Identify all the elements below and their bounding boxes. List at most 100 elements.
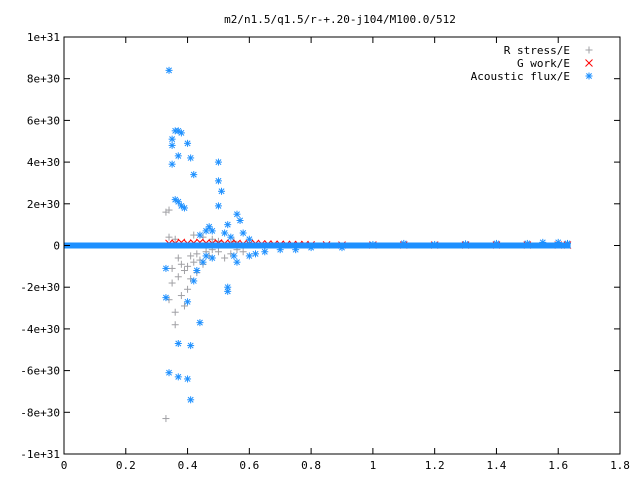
data-point xyxy=(462,240,470,248)
x-tick-label: 1.6 xyxy=(548,459,568,472)
data-point xyxy=(187,342,195,350)
data-point xyxy=(214,177,222,185)
data-point xyxy=(184,285,192,293)
data-point xyxy=(171,321,179,329)
data-point xyxy=(554,238,562,246)
data-point xyxy=(174,273,182,281)
x-tick-label: 0.8 xyxy=(301,459,321,472)
data-point xyxy=(252,250,260,258)
x-tick-label: 1 xyxy=(370,459,377,472)
data-point xyxy=(214,158,222,166)
x-tick-label: 0.6 xyxy=(239,459,259,472)
data-point xyxy=(174,152,182,160)
y-tick-label: -4e+30 xyxy=(20,323,60,336)
data-point xyxy=(233,210,241,218)
data-point xyxy=(245,252,253,260)
y-tick-label: -8e+30 xyxy=(20,406,60,419)
data-point xyxy=(190,171,198,179)
data-point xyxy=(165,206,173,214)
data-point xyxy=(218,187,226,195)
legend-marker xyxy=(585,59,593,67)
data-point xyxy=(563,239,571,247)
data-point xyxy=(261,248,269,256)
data-point xyxy=(492,239,500,247)
data-point xyxy=(208,227,216,235)
data-point xyxy=(230,252,238,260)
legend-marker xyxy=(585,72,593,80)
data-point xyxy=(174,373,182,381)
data-point xyxy=(236,216,244,224)
data-point xyxy=(165,233,173,241)
data-point xyxy=(180,267,188,275)
data-point xyxy=(165,66,173,74)
data-point xyxy=(224,283,232,291)
data-point xyxy=(187,154,195,162)
y-tick-label: 2e+30 xyxy=(27,198,60,211)
data-point xyxy=(177,292,185,300)
data-point xyxy=(168,279,176,287)
legend-item: Acoustic flux/E xyxy=(471,70,593,83)
data-point xyxy=(171,308,179,316)
axes: 0 0.2 0.4 0.6 0.8 1 1.2 1.4 1.6 1.8 1e+31 8e+30 6e+3… xyxy=(20,31,630,472)
y-tick-label: 8e+30 xyxy=(27,73,60,86)
data-point xyxy=(539,238,547,246)
data-point xyxy=(227,233,235,241)
legend-item: G work/E xyxy=(517,57,593,70)
data-point xyxy=(214,202,222,210)
data-point xyxy=(199,258,207,266)
y-tick-label: 6e+30 xyxy=(27,114,60,127)
data-point xyxy=(177,260,185,268)
data-point xyxy=(171,235,179,243)
y-tick-label: 4e+30 xyxy=(27,156,60,169)
data-point xyxy=(162,264,170,272)
series-2 xyxy=(64,66,571,404)
data-point xyxy=(338,244,346,252)
x-tick-label: 1.2 xyxy=(425,459,445,472)
data-point xyxy=(180,302,188,310)
data-point xyxy=(276,246,284,254)
data-point xyxy=(165,369,173,377)
data-point xyxy=(196,319,204,327)
legend-label: R stress/E xyxy=(504,44,570,57)
data-point xyxy=(177,129,185,137)
plot-area xyxy=(64,66,572,423)
data-point xyxy=(233,258,241,266)
chart-title: m2/n1.5/q1.5/r-+.20-j104/M100.0/512 xyxy=(224,13,456,26)
data-point xyxy=(239,248,247,256)
y-tick-label: -1e+31 xyxy=(20,448,60,461)
data-point xyxy=(369,240,377,248)
legend-marker xyxy=(585,46,593,54)
data-point xyxy=(307,244,315,252)
data-point xyxy=(523,239,531,247)
data-point xyxy=(180,204,188,212)
y-tick-label: -2e+30 xyxy=(20,281,60,294)
data-point xyxy=(208,235,216,243)
data-point xyxy=(174,339,182,347)
data-point xyxy=(224,221,232,229)
legend-label: Acoustic flux/E xyxy=(471,70,570,83)
data-point xyxy=(221,229,229,237)
x-tick-label: 0 xyxy=(61,459,68,472)
data-point xyxy=(187,252,195,260)
data-point xyxy=(214,248,222,256)
data-point xyxy=(168,141,176,149)
data-point xyxy=(400,239,408,247)
data-point xyxy=(184,139,192,147)
data-point xyxy=(221,254,229,262)
data-point xyxy=(239,229,247,237)
data-point xyxy=(174,198,182,206)
legend-label: G work/E xyxy=(517,57,570,70)
data-point xyxy=(202,252,210,260)
legend-item: R stress/E xyxy=(504,44,593,57)
data-point xyxy=(292,246,300,254)
data-point xyxy=(168,160,176,168)
data-point xyxy=(168,135,176,143)
data-point xyxy=(193,267,201,275)
data-point xyxy=(245,235,253,243)
x-tick-label: 0.2 xyxy=(116,459,136,472)
data-point xyxy=(174,254,182,262)
x-tick-label: 0.4 xyxy=(178,459,198,472)
data-point xyxy=(431,240,439,248)
data-point xyxy=(184,375,192,383)
